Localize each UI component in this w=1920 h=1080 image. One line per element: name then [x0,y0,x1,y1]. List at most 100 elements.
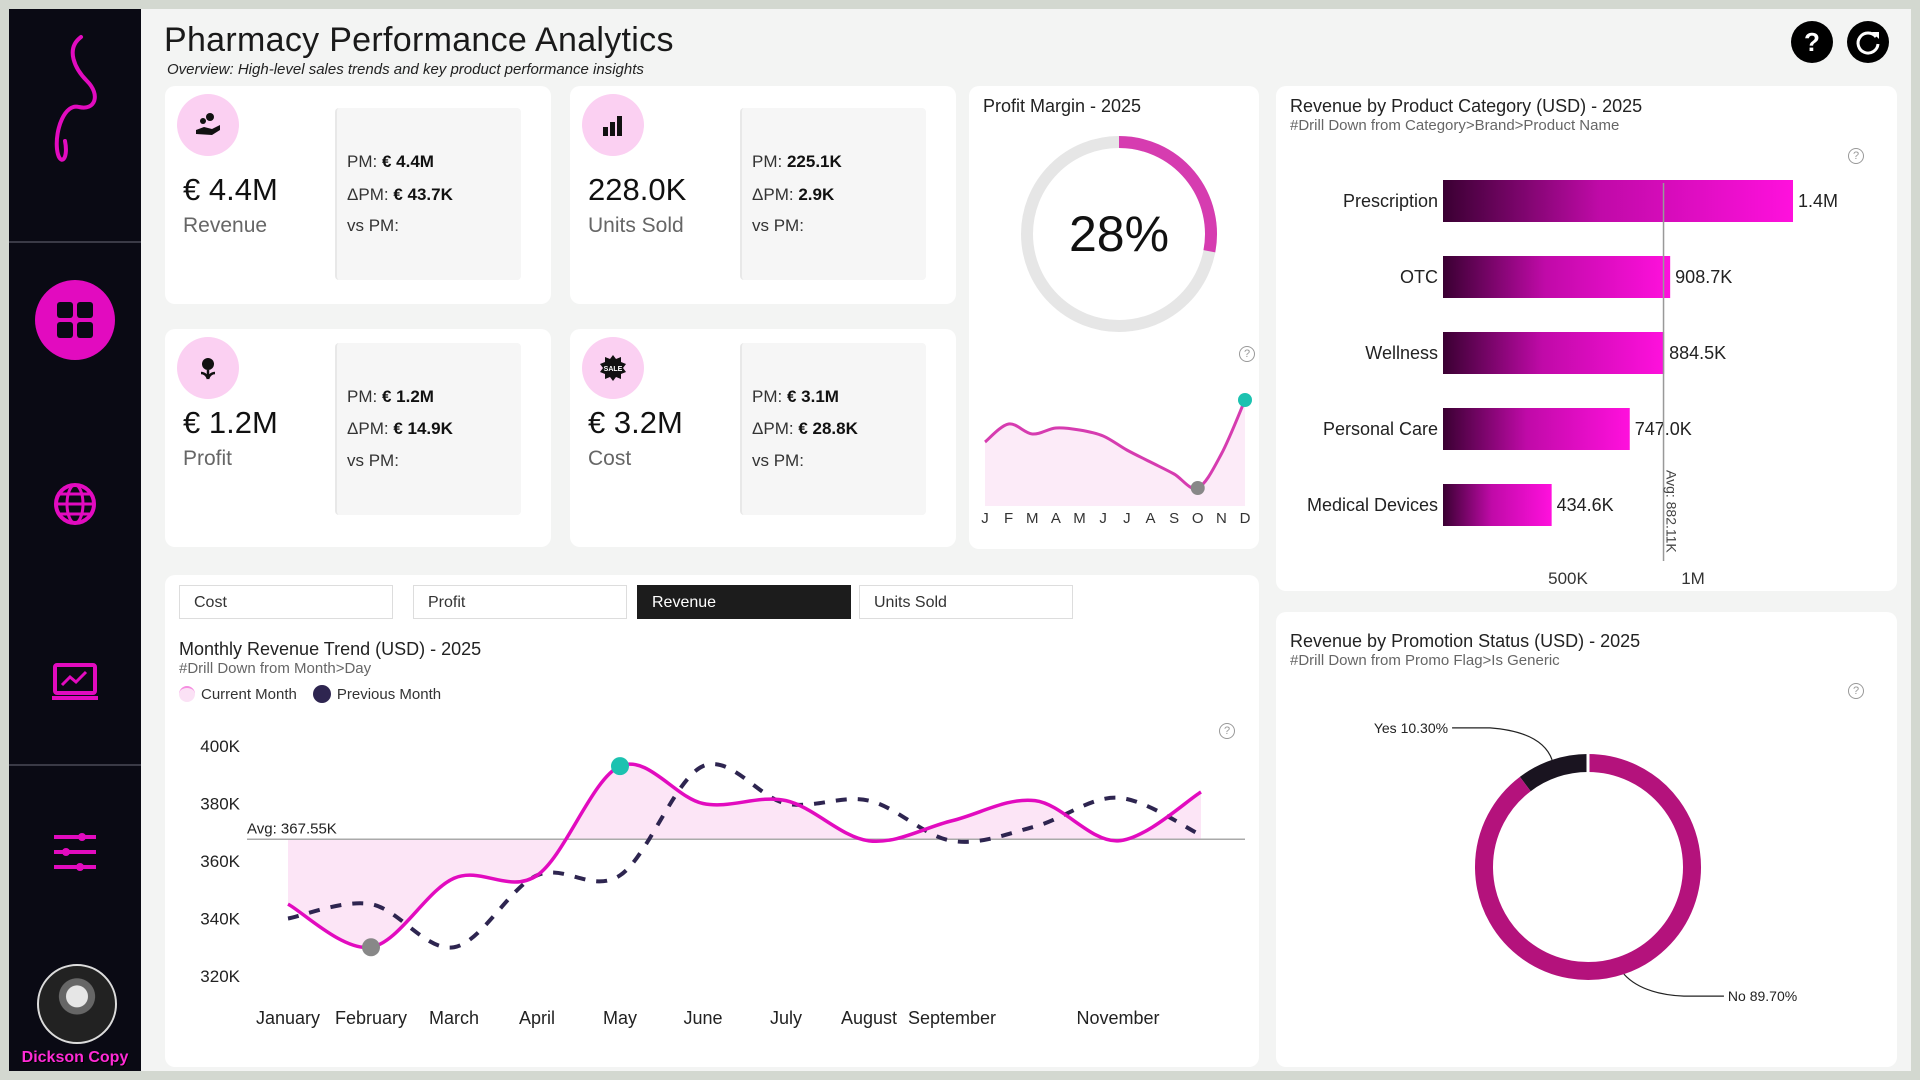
bar-category-label: Prescription [1343,191,1438,211]
help-button[interactable]: ? [1791,21,1833,63]
kpi-card-profit[interactable]: € 1.2M Profit PM: € 1.2M ΔPM: € 14.9K vs… [165,329,551,547]
kpi-card-cost[interactable]: SALE € 3.2M Cost PM: € 3.1M ΔPM: € 28.8K… [570,329,956,547]
dashboard-frame: Dickson Copy Pharmacy Performance Analyt… [9,9,1911,1071]
kpi-card-revenue[interactable]: € 4.4M Revenue PM: € 4.4M ΔPM: € 43.7K v… [165,86,551,304]
month-tick-label: J [1123,510,1131,527]
leader-line [1452,727,1553,761]
card-title: Monthly Revenue Trend (USD) - 2025 [179,639,482,659]
sale-tag-icon: SALE [582,337,644,399]
promotion-chart-card: Revenue by Promotion Status (USD) - 2025… [1276,612,1897,1067]
kpi-vs-pm: vs PM: [752,216,804,235]
money-plant-icon [177,337,239,399]
x-tick-label: January [256,1008,320,1028]
month-tick-label: F [1004,510,1013,527]
x-tick-label: 500K [1548,569,1588,588]
sliders-icon[interactable] [50,827,100,877]
monitor-chart-icon[interactable] [50,657,100,707]
min-point[interactable] [362,938,380,957]
y-tick-label: 340K [200,910,240,929]
max-point[interactable] [611,757,629,776]
legend-swatch-current [179,686,195,702]
gauge-fill [1118,136,1217,253]
kpi-label: Revenue [183,214,268,237]
x-tick-label: March [429,1008,479,1028]
card-subtitle: #Drill Down from Month>Day [179,660,372,677]
bar[interactable] [1443,180,1793,222]
user-avatar[interactable] [37,964,117,1044]
promotion-donut-chart: Yes 10.30% No 89.70% [1374,720,1797,1004]
donut-slice[interactable] [1475,754,1701,980]
previous-month-line [287,762,1202,950]
info-icon[interactable]: ? [1239,346,1255,362]
tab-units-sold[interactable]: Units Sold [859,585,1073,619]
chart-legend: Current Month Previous Month [179,685,441,703]
bar[interactable] [1443,332,1665,374]
x-tick-label: November [1076,1008,1159,1028]
x-tick-label: May [603,1008,637,1028]
bar[interactable] [1443,256,1671,298]
kpi-delta-pm: ΔPM: 2.9K [752,185,835,204]
bar-value-label: 884.5K [1669,343,1726,363]
card-subtitle: #Drill Down from Promo Flag>Is Generic [1290,652,1560,669]
tab-cost[interactable]: Cost [179,585,393,619]
x-tick-label: June [683,1008,722,1028]
month-tick-label: N [1216,510,1227,527]
kpi-pm: PM: 225.1K [752,152,842,171]
kpi-label: Profit [183,447,233,470]
tab-revenue[interactable]: Revenue [637,585,851,619]
x-tick-label: February [335,1008,407,1028]
gauge-value: 28% [1069,206,1169,262]
kpi-comparison-panel: PM: € 1.2M ΔPM: € 14.9K vs PM: [335,343,521,515]
kpi-delta-pm: ΔPM: € 43.7K [347,185,453,204]
slice-label: No 89.70% [1728,988,1797,1004]
x-tick-label: July [770,1008,802,1028]
slice-label: Yes 10.30% [1374,720,1448,736]
kpi-delta-pm: ΔPM: € 28.8K [752,419,858,438]
month-tick-label: A [1145,510,1155,527]
info-icon[interactable]: ? [1848,148,1864,164]
x-tick-label: August [841,1008,897,1028]
refresh-icon [1856,31,1880,55]
tab-profit[interactable]: Profit [413,585,627,619]
legend-swatch-previous [312,685,331,703]
bar-category-label: Wellness [1365,343,1438,363]
bar-chart-icon [582,94,644,156]
bar[interactable] [1443,408,1630,450]
kpi-comparison-panel: PM: € 3.1M ΔPM: € 28.8K vs PM: [740,343,926,515]
donut-slice[interactable] [1519,754,1589,792]
current-month-line [287,762,1202,950]
info-icon[interactable]: ? [1848,683,1864,699]
kpi-comparison-panel: PM: 225.1K ΔPM: 2.9K vs PM: [740,108,926,280]
refresh-button[interactable] [1847,21,1889,63]
dashboard-grid-icon [57,302,93,338]
kpi-card-units-sold[interactable]: 228.0K Units Sold PM: 225.1K ΔPM: 2.9K v… [570,86,956,304]
month-tick-label: D [1240,510,1251,527]
average-label: Avg: 367.55K [247,820,337,837]
sidebar-divider [9,764,141,766]
y-tick-label: 360K [200,852,240,871]
y-tick-label: 320K [200,967,240,986]
info-icon[interactable]: ? [1219,723,1235,739]
sidebar: Dickson Copy [9,9,141,1071]
kpi-value: € 1.2M [183,405,278,440]
page-subtitle: Overview: High-level sales trends and ke… [167,61,644,78]
kpi-pm: PM: € 3.1M [752,387,839,406]
current-area [288,764,1201,948]
trend-max-point [1238,393,1252,407]
card-title: Revenue by Promotion Status (USD) - 2025 [1290,631,1641,651]
revenue-trend-card: Cost Profit Revenue Units Sold Monthly R… [165,575,1259,1067]
x-tick-label: 1M [1681,569,1705,588]
nav-overview-button[interactable] [35,280,115,360]
bar-category-label: Personal Care [1323,419,1438,439]
kpi-label: Units Sold [588,214,684,237]
month-tick-label: M [1073,510,1086,527]
page-title: Pharmacy Performance Analytics [164,21,674,59]
kpi-vs-pm: vs PM: [347,451,399,470]
kpi-delta-pm: ΔPM: € 14.9K [347,419,453,438]
globe-icon[interactable] [50,479,100,529]
kpi-vs-pm: vs PM: [347,216,399,235]
bar[interactable] [1443,484,1552,526]
